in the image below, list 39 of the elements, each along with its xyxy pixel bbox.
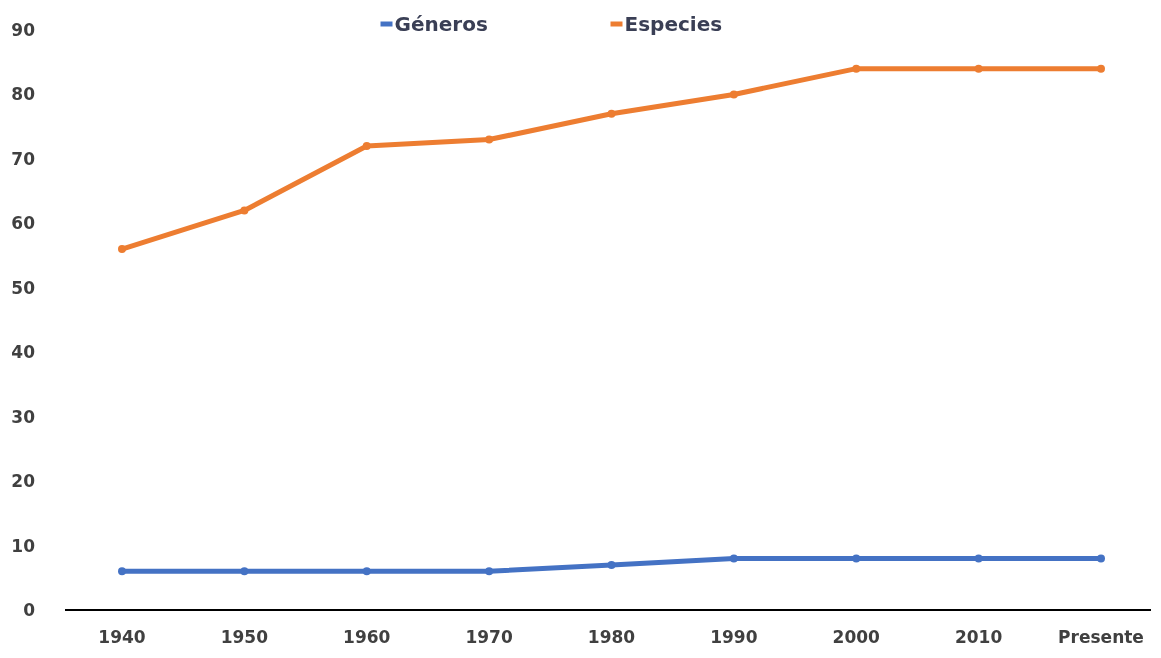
x-tick-label: 1990 <box>710 627 758 647</box>
point <box>607 560 616 569</box>
point <box>974 64 983 73</box>
x-tick-label: 1950 <box>220 627 269 647</box>
x-tick-label: 2000 <box>832 627 881 647</box>
y-tick-label: 70 <box>11 148 36 169</box>
y-tick-label: 10 <box>11 535 36 556</box>
x-tick-label: 2010 <box>954 627 1003 647</box>
x-tick-label: 1980 <box>587 627 636 647</box>
point <box>974 554 983 563</box>
point <box>852 64 861 73</box>
point <box>118 245 126 254</box>
point <box>485 567 494 576</box>
point <box>485 135 494 144</box>
y-tick-label: 40 <box>11 342 36 363</box>
point <box>362 142 371 150</box>
point <box>729 90 738 99</box>
point <box>1097 64 1105 73</box>
y-tick-label: 80 <box>11 84 36 105</box>
y-tick-label: 60 <box>11 213 36 234</box>
x-tick-label: 1960 <box>343 627 391 647</box>
point <box>240 567 249 576</box>
y-tick-label: 0 <box>23 599 36 620</box>
legend-label: Géneros <box>394 12 488 36</box>
point <box>729 554 738 563</box>
y-tick-label: 90 <box>11 19 36 40</box>
point <box>362 567 371 576</box>
y-tick-label: 50 <box>11 277 36 298</box>
y-tick-label: 30 <box>11 406 36 427</box>
point <box>240 206 249 215</box>
point <box>852 554 861 563</box>
point <box>118 567 126 576</box>
point <box>1097 554 1105 563</box>
x-tick-label: Presente <box>1058 627 1144 647</box>
y-tick-label: 20 <box>11 471 36 492</box>
point <box>607 109 616 118</box>
legend-label: Especies <box>624 12 723 36</box>
x-tick-label: 1970 <box>465 627 513 647</box>
x-tick-label: 1940 <box>98 627 146 647</box>
